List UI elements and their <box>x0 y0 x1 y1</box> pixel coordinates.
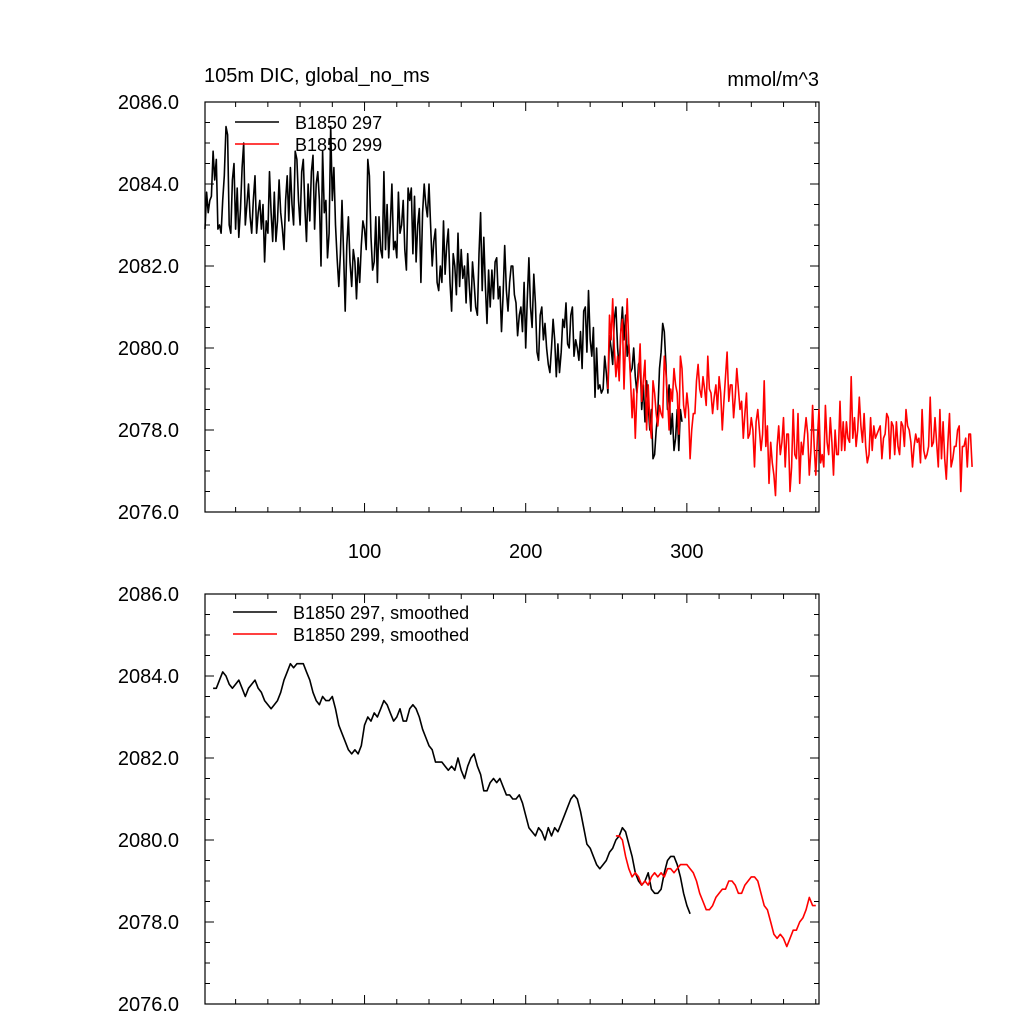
chart-title: 105m DIC, global_no_ms <box>204 65 430 87</box>
legend-label: B1850 299 <box>295 135 382 155</box>
y-tick-label: 2078.0 <box>118 912 179 934</box>
x-tick-label: 200 <box>509 541 542 563</box>
series-line-2 <box>607 298 973 497</box>
legend-label: B1850 297, smoothed <box>293 603 469 623</box>
y-tick-label: 2084.0 <box>118 174 179 196</box>
legend-label: B1850 297 <box>295 113 382 133</box>
series-line-1 <box>213 662 691 915</box>
axis-ticks-top: 2086.0 2084.0 2082.0 2080.0 2078.0 2076.0 100 2… <box>118 92 819 563</box>
axis-ticks-bottom: 2086.0 2084.0 2082.0 2080.0 2078.0 2076.0 <box>118 584 819 1016</box>
y-tick-label: 2082.0 <box>118 256 179 278</box>
y-tick-label: 2086.0 <box>118 92 179 114</box>
legend-label: B1850 299, smoothed <box>293 625 469 645</box>
y-tick-label: 2078.0 <box>118 420 179 442</box>
units-label: mmol/m^3 <box>727 69 819 91</box>
y-tick-label: 2080.0 <box>118 830 179 852</box>
y-tick-label: 2084.0 <box>118 666 179 688</box>
y-tick-label: 2082.0 <box>118 748 179 770</box>
series-line-1 <box>204 125 683 460</box>
series-group-top <box>204 125 973 497</box>
panel-top: 105m DIC, global_no_ms mmol/m^3 2086.020… <box>118 65 973 563</box>
y-tick-label: 2076.0 <box>118 994 179 1016</box>
y-tick-label: 2076.0 <box>118 502 179 524</box>
y-tick-label: 2080.0 <box>118 338 179 360</box>
panel-bottom: 2086.0 2084.0 2082.0 2080.0 2078.0 2076.0 B18… <box>118 584 820 1016</box>
series-group-bottom <box>213 662 816 948</box>
x-tick-label: 100 <box>348 541 381 563</box>
x-tick-label: 300 <box>670 541 703 563</box>
series-line-2 <box>615 835 816 948</box>
y-tick-label: 2086.0 <box>118 584 179 606</box>
